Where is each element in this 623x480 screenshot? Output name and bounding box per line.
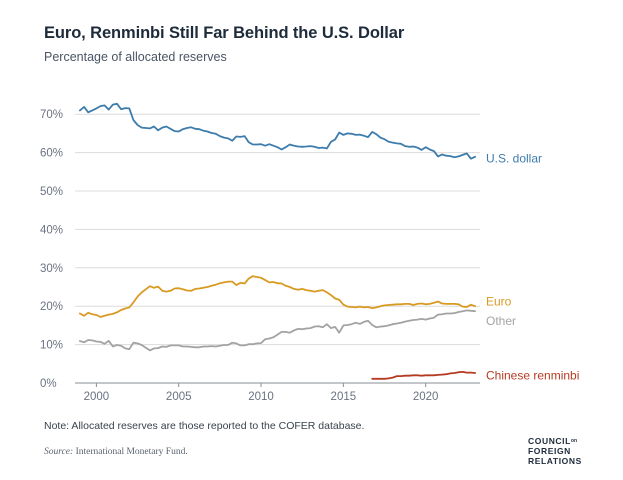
y-tick-label: 30% bbox=[40, 263, 63, 275]
chart-subtitle: Percentage of allocated reserves bbox=[44, 50, 227, 64]
source-label: Source: bbox=[44, 447, 74, 457]
y-tick-label: 70% bbox=[40, 109, 63, 121]
series-line-euro bbox=[79, 275, 476, 318]
x-tick-label: 2000 bbox=[84, 391, 110, 403]
line-chart: 0% 10% 20% 30% 40% 50% 60% 70% 2000 2005 2010 2015… bbox=[40, 102, 579, 403]
cfr-logo: COUNCILon FOREIGN RELATIONS bbox=[528, 436, 582, 466]
end-label-euro: Euro bbox=[486, 295, 512, 309]
source-text: International Monetary Fund. bbox=[73, 447, 188, 457]
logo-line3: RELATIONS bbox=[528, 456, 582, 466]
y-tick-label: 20% bbox=[40, 301, 63, 313]
x-tick-label: 2020 bbox=[413, 391, 439, 403]
y-axis-ticks: 0% 10% 20% 30% 40% 50% 60% 70% bbox=[40, 109, 63, 390]
y-tick-label: 10% bbox=[40, 340, 63, 352]
chart-source: Source: International Monetary Fund. bbox=[44, 447, 188, 457]
end-label-usd: U.S. dollar bbox=[486, 151, 542, 165]
chart-note: Note: Allocated reserves are those repor… bbox=[44, 420, 365, 432]
logo-line2: FOREIGN bbox=[528, 446, 571, 456]
series-lines bbox=[79, 102, 476, 380]
series-line-other bbox=[79, 309, 476, 352]
chart-title: Euro, Renminbi Still Far Behind the U.S.… bbox=[44, 24, 405, 42]
series-end-labels: U.S. dollar Euro Other Chinese renminbi bbox=[486, 151, 579, 382]
x-tick-label: 2015 bbox=[331, 391, 357, 403]
x-axis: 2000 2005 2010 2015 2020 bbox=[75, 382, 480, 403]
series-line-usd bbox=[79, 102, 476, 160]
logo-on: on bbox=[570, 438, 578, 444]
x-tick-label: 2005 bbox=[166, 391, 192, 403]
logo-line1: COUNCIL bbox=[528, 436, 571, 446]
y-tick-label: 40% bbox=[40, 224, 63, 236]
end-label-other: Other bbox=[486, 314, 516, 328]
y-tick-label: 0% bbox=[40, 378, 57, 390]
y-tick-label: 60% bbox=[40, 148, 63, 160]
gridlines bbox=[75, 113, 480, 346]
y-tick-label: 50% bbox=[40, 186, 63, 198]
end-label-rmb: Chinese renminbi bbox=[486, 368, 579, 382]
series-line-rmb bbox=[371, 371, 476, 380]
x-tick-label: 2010 bbox=[248, 391, 274, 403]
